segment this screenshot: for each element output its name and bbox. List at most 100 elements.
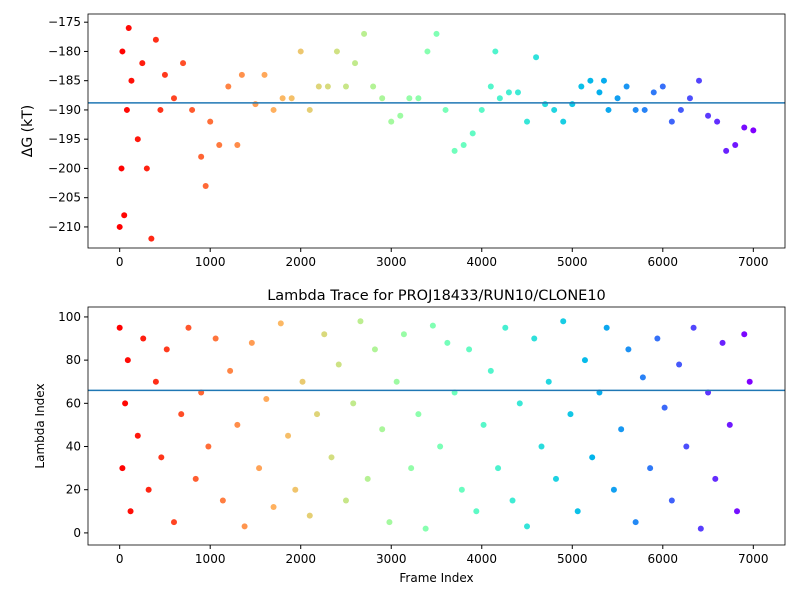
point: [567, 411, 574, 418]
point: [406, 95, 413, 102]
point: [531, 335, 538, 342]
point: [285, 432, 292, 439]
point: [408, 465, 415, 472]
point: [192, 475, 199, 482]
y-tick-label: −190: [48, 103, 81, 117]
point: [492, 48, 499, 55]
point: [545, 378, 552, 385]
point: [292, 486, 299, 493]
x-tick-label: 3000: [376, 552, 407, 566]
point: [429, 322, 436, 329]
point: [361, 30, 368, 37]
point: [641, 106, 648, 113]
point: [569, 101, 576, 108]
point: [696, 77, 703, 84]
point: [625, 346, 632, 353]
axes-frame: [87, 306, 786, 546]
x-tick-label: 1000: [195, 552, 226, 566]
point: [371, 346, 378, 353]
point: [668, 118, 675, 125]
point: [632, 106, 639, 113]
point: [719, 339, 726, 346]
point: [227, 367, 234, 374]
point: [732, 142, 739, 149]
x-tick-label: 0: [116, 255, 124, 269]
point: [683, 443, 690, 450]
point: [551, 106, 558, 113]
point: [148, 235, 155, 242]
point: [357, 318, 364, 325]
point: [723, 147, 730, 154]
point: [288, 95, 295, 102]
y-tick-label: −205: [48, 191, 81, 205]
x-tick-label: 2000: [285, 552, 316, 566]
point: [480, 421, 487, 428]
point: [189, 106, 196, 113]
point: [542, 101, 549, 108]
point: [225, 83, 232, 90]
point: [714, 118, 721, 125]
point: [581, 357, 588, 364]
x-tick-label: 1000: [195, 255, 226, 269]
x-tick-label: 6000: [648, 255, 679, 269]
point: [328, 454, 335, 461]
point: [116, 324, 123, 331]
point: [379, 426, 386, 433]
point: [178, 411, 185, 418]
point: [502, 324, 509, 331]
x-tick-label: 4000: [466, 255, 497, 269]
point: [505, 89, 512, 96]
point: [170, 519, 177, 526]
point: [587, 77, 594, 84]
point: [124, 357, 131, 364]
point: [315, 83, 322, 90]
point: [119, 48, 126, 55]
chart-title: Lambda Trace for PROJ18433/RUN10/CLONE10: [267, 288, 606, 304]
y-tick-label: 100: [58, 310, 81, 324]
y-tick-label: −195: [48, 132, 81, 146]
y-tick-label: −200: [48, 161, 81, 175]
point: [661, 404, 668, 411]
point: [158, 454, 165, 461]
point: [650, 89, 657, 96]
point: [393, 378, 400, 385]
point: [248, 339, 255, 346]
point: [270, 503, 277, 510]
point: [400, 331, 407, 338]
point: [712, 475, 719, 482]
point: [219, 497, 226, 504]
point: [466, 346, 473, 353]
y-tick-label: 0: [73, 526, 81, 540]
y-tick-label: −175: [48, 15, 81, 29]
point: [458, 486, 465, 493]
point: [469, 130, 476, 137]
point: [690, 324, 697, 331]
point: [152, 378, 159, 385]
point: [647, 465, 654, 472]
point: [614, 95, 621, 102]
point: [321, 331, 328, 338]
point: [677, 106, 684, 113]
point: [437, 443, 444, 450]
point: [686, 95, 693, 102]
point: [324, 83, 331, 90]
point: [152, 36, 159, 43]
point: [415, 95, 422, 102]
y-axis-label: Lambda Index: [33, 383, 47, 468]
point: [122, 400, 129, 407]
point: [216, 142, 223, 149]
point: [734, 508, 741, 515]
point: [726, 421, 733, 428]
point: [603, 324, 610, 331]
y-tick-label: 80: [66, 353, 81, 367]
point: [364, 475, 371, 482]
point: [632, 519, 639, 526]
point: [261, 71, 268, 78]
plot-area: [116, 25, 757, 242]
point: [487, 367, 494, 374]
plot-area: [116, 318, 753, 532]
x-tick-label: 4000: [466, 552, 497, 566]
point: [659, 83, 666, 90]
point: [538, 443, 545, 450]
